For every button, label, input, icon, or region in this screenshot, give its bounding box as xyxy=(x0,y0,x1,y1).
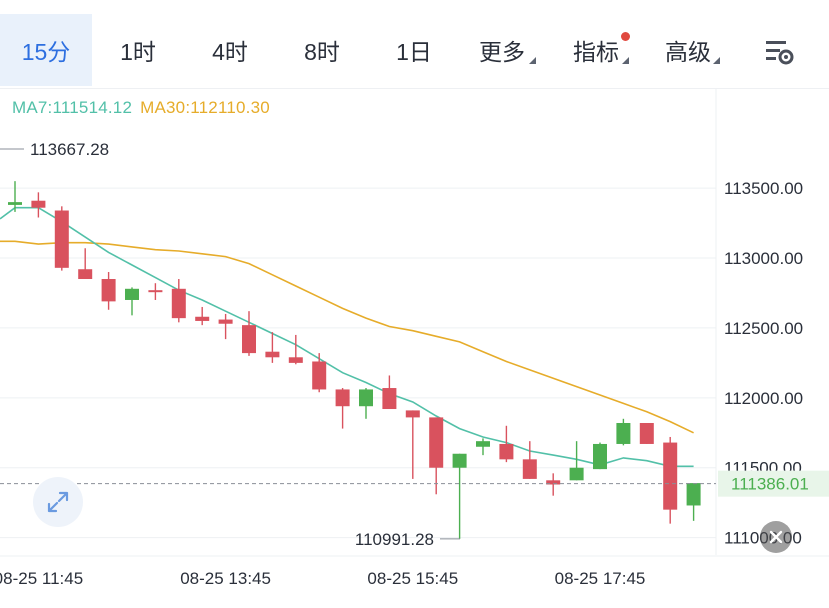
candle-body xyxy=(616,422,631,444)
low-marker-label: 110991.28 xyxy=(355,530,434,549)
candle-body xyxy=(663,442,678,510)
candle-body xyxy=(686,483,701,506)
tab-advanced[interactable]: 高级 xyxy=(665,39,711,65)
tab-4h[interactable]: 4时 xyxy=(212,39,248,65)
x-tick-label: 08-25 15:45 xyxy=(367,569,458,588)
x-tick-label: 08-25 11:45 xyxy=(0,569,83,588)
candle-body xyxy=(639,422,654,444)
ma30-value: MA30:112110.30 xyxy=(140,98,270,117)
tab-1h[interactable]: 1时 xyxy=(120,39,156,65)
candle-body xyxy=(429,417,444,468)
candle-body xyxy=(569,467,584,481)
ma30-line xyxy=(0,240,694,434)
candle-body xyxy=(265,351,280,358)
tab-more[interactable]: 更多 xyxy=(479,39,525,65)
candle-body xyxy=(288,357,303,363)
candle-body xyxy=(522,459,537,479)
x-tick-label: 08-25 17:45 xyxy=(555,569,646,588)
timeframe-toolbar: 15分 1时 4时 8时 1日 更多 指标 高级 xyxy=(0,0,829,89)
candle-body xyxy=(476,441,490,447)
candle-body xyxy=(405,410,420,418)
candle-body xyxy=(171,288,186,319)
current-price-tag xyxy=(718,470,829,497)
candle-body xyxy=(359,389,373,407)
y-tick-label: 112000.00 xyxy=(724,389,803,408)
candle-body xyxy=(546,480,561,485)
candle-body xyxy=(31,200,46,208)
moving-average-legend: MA7:111514.12 MA30:112110.30 xyxy=(12,98,270,118)
more-dropdown-icon xyxy=(529,57,536,64)
expand-icon xyxy=(47,491,69,513)
candle-body xyxy=(499,443,514,460)
candle-body xyxy=(593,443,607,470)
expand-chart-button[interactable] xyxy=(33,477,83,527)
x-tick-label: 08-25 13:45 xyxy=(180,569,271,588)
y-tick-label: 113500.00 xyxy=(724,179,803,198)
scroll-to-latest-button[interactable] xyxy=(760,521,792,553)
candlestick-chart[interactable]: 113500.00113000.00112500.00112000.001115… xyxy=(0,88,829,608)
candle-body xyxy=(335,389,350,407)
ma7-line xyxy=(0,206,694,468)
tab-15m[interactable]: 15分 xyxy=(0,14,92,86)
indicators-dropdown-icon xyxy=(622,57,629,64)
tab-indicators[interactable]: 指标 xyxy=(573,39,619,65)
candle-body xyxy=(312,361,327,390)
tab-1d[interactable]: 1日 xyxy=(396,39,432,65)
close-icon xyxy=(769,530,783,544)
tab-8h[interactable]: 8时 xyxy=(304,39,340,65)
advanced-dropdown-icon xyxy=(713,57,720,64)
high-marker-label: 113667.28 xyxy=(30,140,109,159)
candle-body xyxy=(452,453,467,468)
y-tick-label: 113000.00 xyxy=(724,249,803,268)
candle-body xyxy=(195,316,210,321)
candle-body xyxy=(78,269,93,280)
candle-body xyxy=(218,319,233,324)
ma7-value: MA7:111514.12 xyxy=(12,98,133,117)
candle-body xyxy=(382,388,397,410)
candle-body xyxy=(148,290,163,293)
candle-body xyxy=(125,288,139,300)
current-price-label: 111386.01 xyxy=(731,475,809,494)
y-tick-label: 112500.00 xyxy=(724,319,803,338)
candle-body xyxy=(8,202,22,205)
chart-settings-icon[interactable] xyxy=(760,32,800,72)
candle-body xyxy=(242,325,256,354)
indicator-notification-dot xyxy=(621,32,630,41)
candle-body xyxy=(54,210,69,268)
candle-body xyxy=(101,279,116,302)
